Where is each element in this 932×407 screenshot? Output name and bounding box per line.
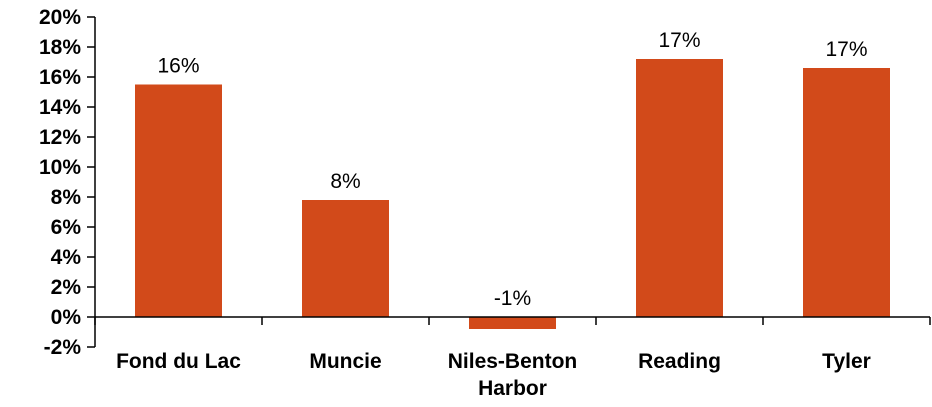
- y-tick-label: -2%: [44, 336, 82, 359]
- bar: [469, 317, 556, 329]
- y-tick-label: 2%: [51, 276, 82, 299]
- y-tick-label: 4%: [51, 246, 82, 269]
- x-category-label: Niles-Benton Harbor: [448, 350, 578, 400]
- data-label: 16%: [157, 55, 199, 78]
- y-tick-label: 10%: [39, 156, 81, 179]
- data-label: 8%: [330, 170, 360, 193]
- y-tick-label: 12%: [39, 126, 81, 149]
- bar: [302, 200, 389, 317]
- y-tick-label: 18%: [39, 36, 81, 59]
- x-category-label: Tyler: [822, 350, 871, 373]
- data-label: -1%: [494, 287, 531, 310]
- y-tick-label: 20%: [39, 6, 81, 29]
- axes-layer: [87, 16, 931, 348]
- data-label: 17%: [825, 38, 867, 61]
- x-category-label: Muncie: [309, 350, 381, 373]
- y-tick-label: 14%: [39, 96, 81, 119]
- data-label: 17%: [658, 29, 700, 52]
- y-tick-label: 16%: [39, 66, 81, 89]
- bar: [636, 59, 723, 317]
- y-tick-label: 0%: [51, 306, 82, 329]
- bars-layer: [135, 59, 890, 329]
- x-category-label: Reading: [638, 350, 721, 373]
- x-category-label: Fond du Lac: [116, 350, 241, 373]
- labels-layer: 16% 8% -1% 17% 17% -2% 0% 2% 4% 6% 8% 10% 12% 14% 16% 1…: [39, 6, 871, 400]
- y-tick-label: 6%: [51, 216, 82, 239]
- bar: [803, 68, 890, 317]
- bar: [135, 84, 222, 317]
- y-tick-label: 8%: [51, 186, 82, 209]
